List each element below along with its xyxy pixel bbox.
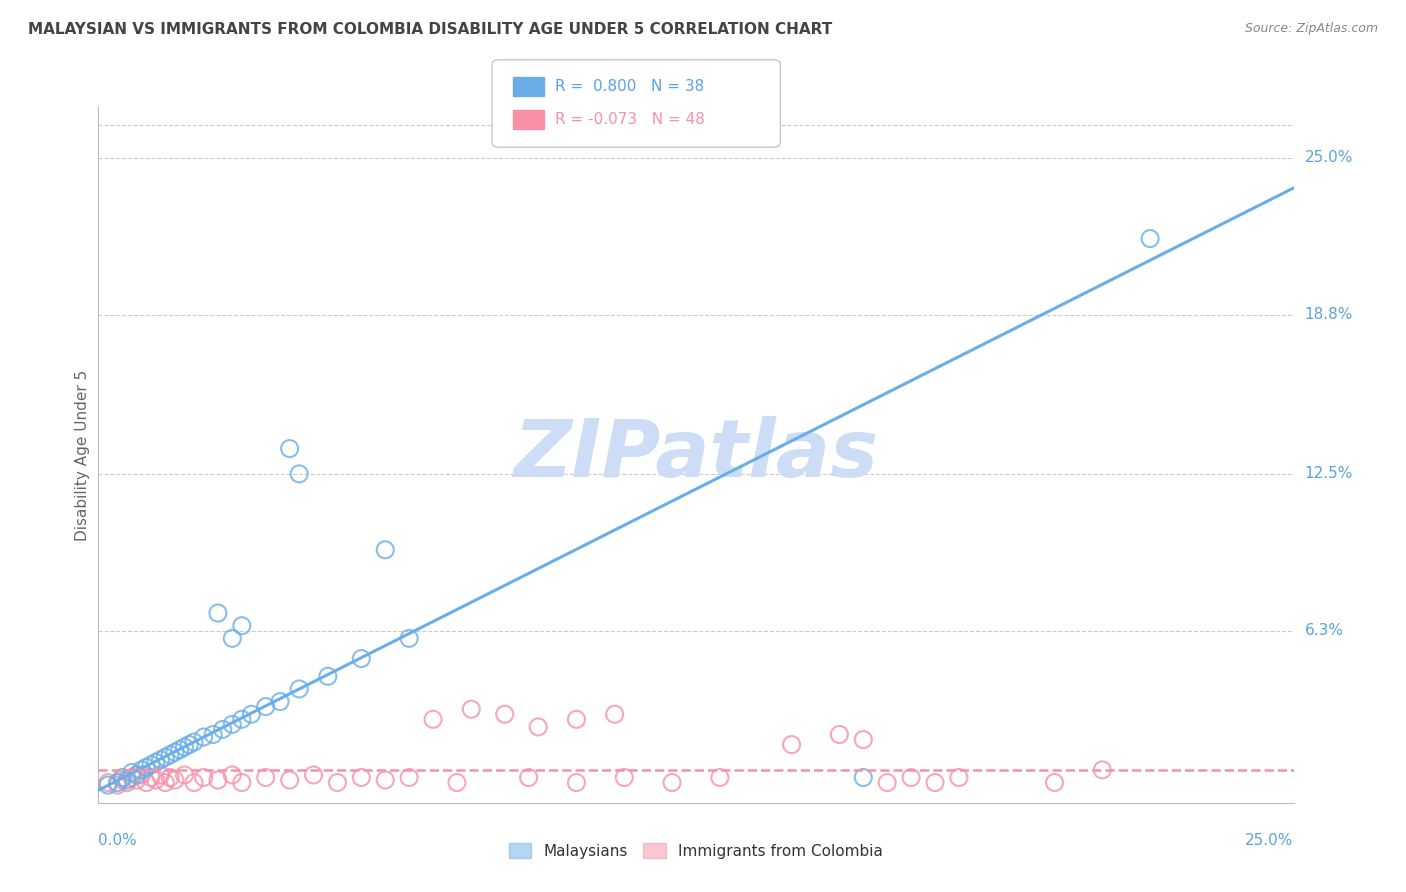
Point [179,738,201,752]
Point [709,771,731,785]
Point [278,772,301,787]
Point [97,775,120,789]
Point [121,765,143,780]
Point [221,717,243,731]
Text: 25.0%: 25.0% [1246,833,1294,848]
Point [240,707,263,722]
Point [422,712,444,726]
Point [221,768,243,782]
Point [876,775,898,789]
Point [115,775,138,789]
Point [661,775,683,789]
Point [1139,231,1161,245]
Point [155,750,177,764]
Point [374,772,396,787]
Point [115,772,138,787]
Point [288,467,311,481]
Legend: Malaysians, Immigrants from Colombia: Malaysians, Immigrants from Colombia [502,837,890,864]
Point [326,775,349,789]
Point [398,771,420,785]
Point [900,771,922,785]
Point [613,771,636,785]
Point [565,712,588,726]
Point [107,778,129,792]
Point [111,771,134,785]
Point [163,772,186,787]
Point [374,542,396,557]
Point [131,763,153,777]
Text: ZIPatlas: ZIPatlas [513,416,879,494]
Point [565,775,588,789]
Point [780,738,803,752]
Point [1043,775,1066,789]
Point [254,771,277,785]
Point [231,712,253,726]
Y-axis label: Disability Age Under 5: Disability Age Under 5 [75,369,90,541]
Point [183,735,205,749]
Point [207,772,229,787]
Text: R =  0.800   N = 38: R = 0.800 N = 38 [555,79,704,94]
Point [107,775,129,789]
Point [193,730,215,744]
Point [183,775,205,789]
Point [527,720,550,734]
Point [173,740,195,755]
Point [169,742,191,756]
Text: MALAYSIAN VS IMMIGRANTS FROM COLOMBIA DISABILITY AGE UNDER 5 CORRELATION CHART: MALAYSIAN VS IMMIGRANTS FROM COLOMBIA DI… [28,22,832,37]
Point [460,702,482,716]
Point [163,745,186,759]
Text: 25.0%: 25.0% [1305,150,1353,165]
Point [145,756,167,770]
Point [131,768,153,782]
Text: 18.8%: 18.8% [1305,307,1353,322]
Point [1091,763,1114,777]
Text: R = -0.073   N = 48: R = -0.073 N = 48 [555,112,706,127]
Point [316,669,339,683]
Point [828,727,851,741]
Point [145,772,167,787]
Point [278,442,301,456]
Point [135,760,157,774]
Point [125,768,148,782]
Point [139,757,162,772]
Point [135,775,157,789]
Point [111,772,134,787]
Point [207,606,229,620]
Point [211,723,233,737]
Point [202,727,225,741]
Point [155,775,177,789]
Text: 0.0%: 0.0% [98,833,138,848]
Point [603,707,626,722]
Point [97,778,120,792]
Point [159,771,181,785]
Point [302,768,325,782]
Point [149,768,172,782]
Text: 12.5%: 12.5% [1305,467,1353,482]
Point [350,771,373,785]
Point [231,775,253,789]
Point [269,695,291,709]
Point [125,772,148,787]
Point [398,632,420,646]
Point [231,618,253,632]
Point [159,747,181,762]
Point [446,775,468,789]
Text: Source: ZipAtlas.com: Source: ZipAtlas.com [1244,22,1378,36]
Point [173,768,195,782]
Point [350,651,373,665]
Point [139,771,162,785]
Point [852,771,875,785]
Point [193,771,215,785]
Point [149,753,172,767]
Point [288,681,311,696]
Point [121,771,143,785]
Point [517,771,540,785]
Point [852,732,875,747]
Point [221,632,243,646]
Point [924,775,946,789]
Point [254,699,277,714]
Text: 6.3%: 6.3% [1305,624,1344,639]
Point [494,707,516,722]
Point [948,771,970,785]
